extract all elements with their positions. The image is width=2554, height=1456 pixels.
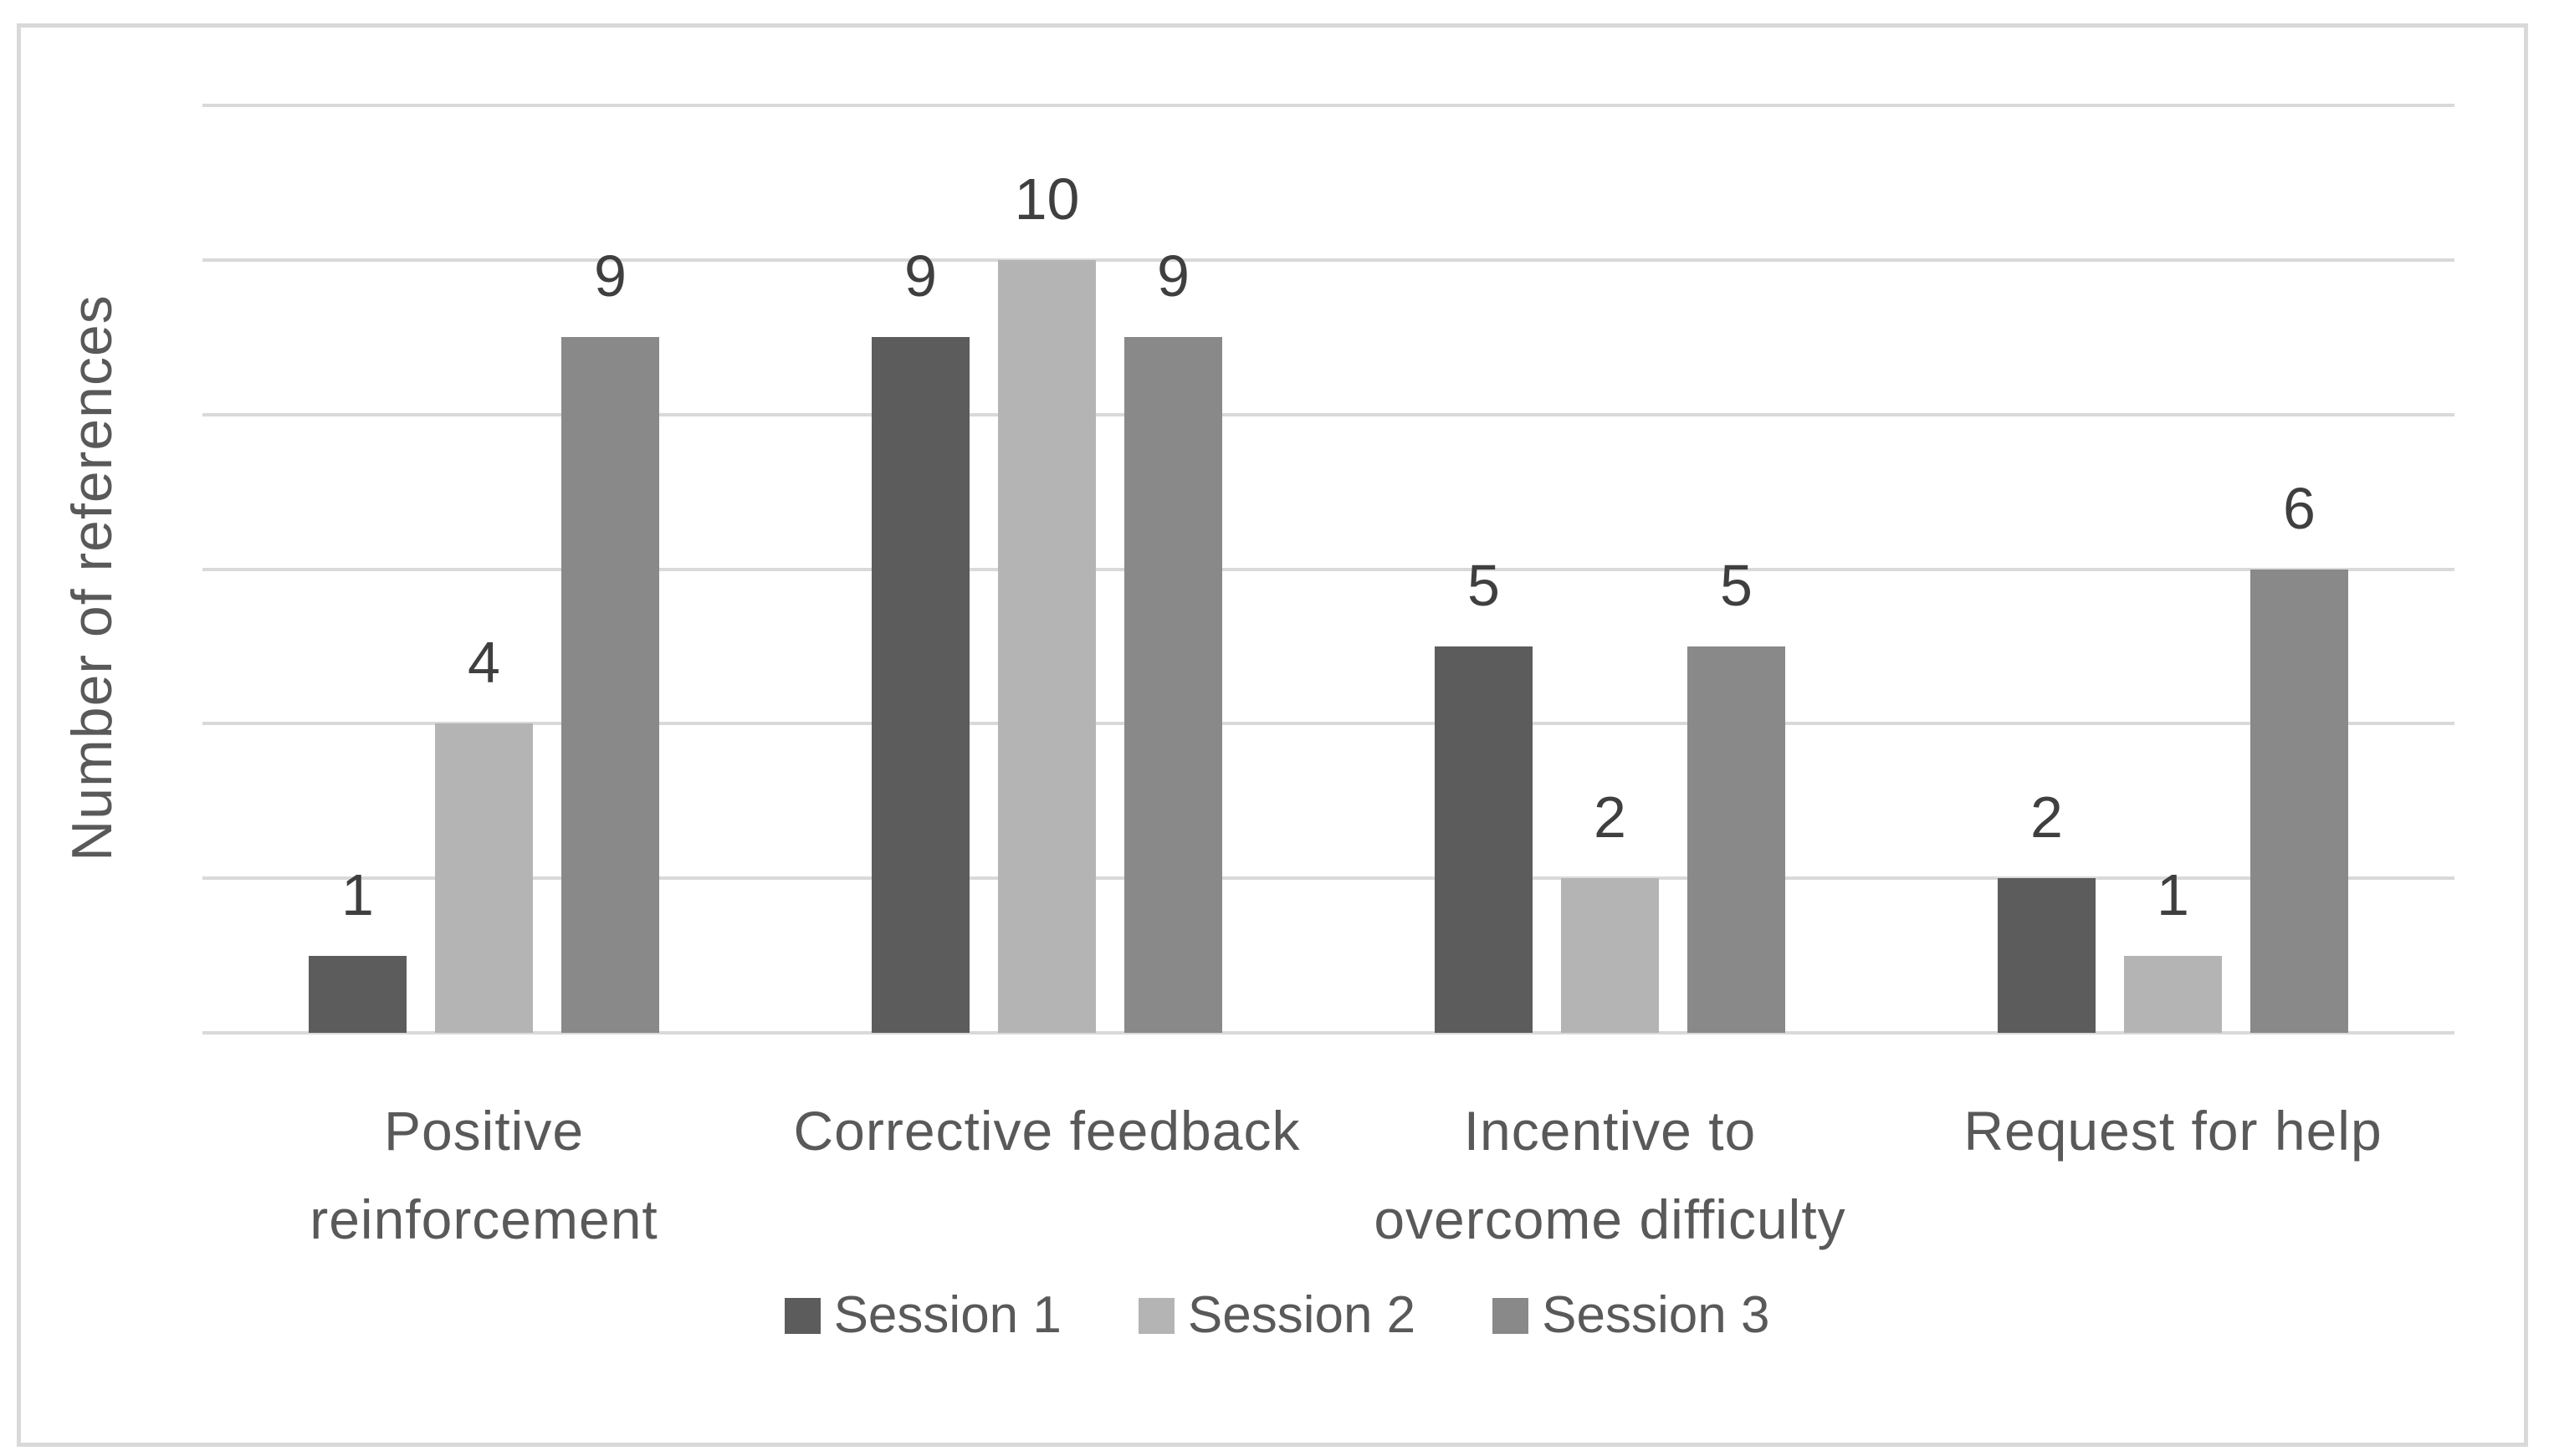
y-axis-title: Number of references	[60, 294, 124, 861]
legend: Session 1 Session 2 Session 3	[0, 1290, 2554, 1341]
plot-area: 1 4 9 9 10 9 5 2 5 2 1 6	[202, 104, 2454, 1035]
category-label: Request for help	[1963, 1100, 2383, 1162]
gridline	[202, 567, 2454, 571]
bar-session-2-c1	[435, 723, 533, 1033]
bar-value-label: 9	[594, 243, 627, 309]
bar-session-1-c1	[309, 955, 407, 1033]
bar-value-label: 6	[2283, 475, 2316, 541]
bar-session-2-c4	[2124, 955, 2222, 1033]
bar-session-2-c2	[998, 259, 1096, 1033]
bar-value-label: 2	[2030, 784, 2063, 851]
bar-session-3-c1	[561, 337, 659, 1033]
legend-item-session-2: Session 2	[1138, 1286, 1416, 1344]
category-label: Incentive to overcome difficulty	[1374, 1100, 1846, 1250]
x-axis-category-labels: Positive reinforcement Corrective feedbac…	[202, 1087, 2454, 1280]
bar-value-label: 5	[1467, 552, 1500, 618]
bar-value-label: 10	[1014, 166, 1080, 232]
bar-value-label: 4	[468, 630, 500, 696]
category-label: Corrective feedback	[793, 1100, 1301, 1162]
x-axis-line	[202, 1031, 2454, 1035]
legend-item-session-1: Session 1	[784, 1286, 1062, 1344]
gridline	[202, 412, 2454, 416]
bar-session-3-c2	[1124, 337, 1222, 1033]
bar-value-label: 9	[1157, 243, 1190, 309]
legend-label: Session 3	[1542, 1286, 1770, 1344]
bar-value-label: 2	[1594, 784, 1626, 851]
legend-item-session-3: Session 3	[1492, 1290, 1769, 1341]
gridline	[202, 104, 2454, 107]
bar-value-label: 1	[341, 861, 374, 927]
bar-session-1-c2	[872, 337, 970, 1033]
bar-session-3-c4	[2250, 569, 2348, 1033]
bar-session-2-c3	[1561, 878, 1659, 1033]
category-label: Positive reinforcement	[310, 1100, 658, 1250]
legend-swatch-icon	[1492, 1297, 1529, 1334]
bar-session-1-c3	[1435, 646, 1533, 1033]
bar-value-label: 9	[904, 243, 937, 309]
legend-swatch-icon	[784, 1297, 821, 1334]
bar-session-1-c4	[1998, 878, 2096, 1033]
legend-label: Session 1	[833, 1286, 1062, 1344]
bar-session-3-c3	[1687, 646, 1785, 1033]
gridline	[202, 722, 2454, 726]
gridline	[202, 258, 2454, 262]
legend-swatch-icon	[1138, 1297, 1175, 1334]
bar-value-label: 1	[2157, 861, 2189, 927]
gridline	[202, 876, 2454, 881]
legend-label: Session 2	[1187, 1286, 1416, 1344]
bar-value-label: 5	[1720, 552, 1753, 618]
